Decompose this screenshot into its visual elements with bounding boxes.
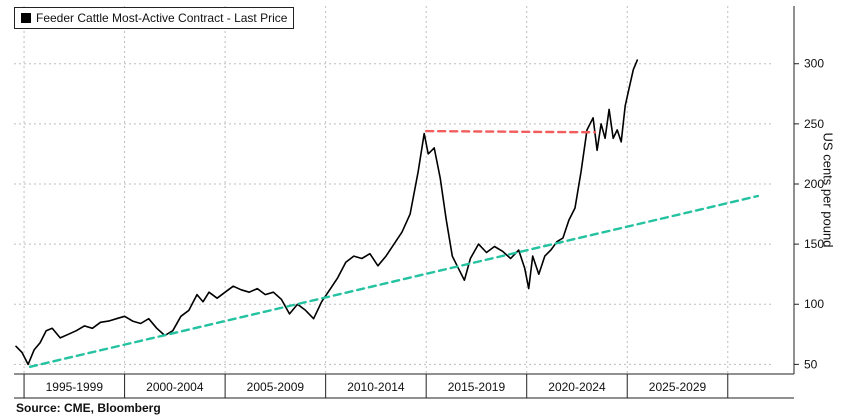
x-period-label: 2010-2014 [347, 380, 405, 394]
y-tick-labels: 50 100 150 200 250 300 [804, 57, 824, 372]
price-series-line [15, 59, 639, 366]
resistance-line-red [425, 129, 597, 134]
y-tick-label: 100 [804, 297, 824, 311]
y-tick-label: 150 [804, 237, 824, 251]
x-period-label: 1995-1999 [46, 380, 104, 394]
y-tick-label: 200 [804, 177, 824, 191]
source-note: Source: CME, Bloomberg [16, 401, 161, 415]
axes [14, 6, 799, 399]
grid [14, 6, 772, 374]
legend-swatch [21, 13, 31, 23]
y-tick-label: 50 [804, 357, 818, 371]
y-tick-label: 300 [804, 57, 824, 71]
y-tick-label: 250 [804, 117, 824, 131]
y-axis-label: US cents per pound [820, 132, 836, 248]
x-period-labels: 1995-1999 2000-2004 2005-2009 2010-2014 2015… [46, 380, 707, 394]
x-period-label: 2020-2024 [548, 380, 606, 394]
trend-line-teal [28, 194, 760, 368]
x-period-label: 2000-2004 [146, 380, 204, 394]
legend-label: Feeder Cattle Most-Active Contract - Las… [36, 11, 288, 25]
legend: Feeder Cattle Most-Active Contract - Las… [14, 7, 295, 29]
series-layer [15, 59, 760, 368]
x-period-label: 2015-2019 [448, 380, 506, 394]
x-period-label: 2005-2009 [247, 380, 305, 394]
x-period-label: 2025-2029 [649, 380, 707, 394]
